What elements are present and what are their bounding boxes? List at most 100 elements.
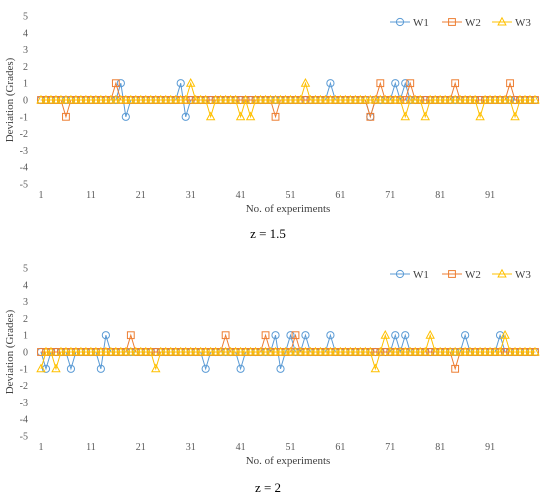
- data-point-w3: [210, 94, 221, 104]
- data-point-w2: [52, 348, 60, 356]
- data-point-w1: [66, 364, 76, 373]
- data-point-w3: [131, 346, 141, 356]
- data-point-w3: [445, 94, 455, 104]
- y-tick-label: 3: [23, 297, 28, 308]
- data-point-w3: [455, 94, 465, 104]
- chart-caption: z = 1.5: [250, 226, 286, 241]
- data-point-w1: [96, 364, 105, 373]
- data-point-w3: [101, 346, 111, 356]
- data-point-w2: [111, 79, 120, 88]
- data-point-w2: [291, 331, 300, 340]
- data-point-w1: [181, 112, 190, 121]
- data-point-w3: [395, 94, 406, 104]
- data-point-w3: [440, 346, 450, 356]
- data-point-w3: [425, 94, 435, 104]
- data-point-w2: [366, 112, 375, 121]
- data-point-w3: [390, 346, 401, 356]
- data-point-w3: [445, 346, 455, 356]
- data-point-w3: [230, 346, 241, 356]
- data-point-w3: [180, 94, 191, 104]
- data-point-w3: [490, 94, 500, 104]
- data-point-w2: [236, 96, 245, 104]
- data-point-w2: [186, 96, 195, 104]
- x-tick-label: 91: [485, 442, 495, 453]
- data-point-w3: [405, 346, 415, 356]
- data-point-w3: [405, 94, 415, 104]
- data-point-w2: [376, 79, 385, 88]
- data-point-w3: [116, 346, 126, 356]
- data-point-w2: [206, 96, 215, 104]
- data-point-w3: [490, 346, 500, 356]
- data-point-w3: [41, 94, 51, 104]
- data-point-w3: [290, 346, 301, 356]
- data-point-w3: [525, 346, 535, 356]
- y-axis-title: Deviation (Grades): [4, 57, 16, 142]
- data-point-w3: [300, 346, 311, 356]
- data-point-w2: [37, 348, 45, 356]
- data-point-w3: [131, 94, 141, 104]
- data-point-w3: [320, 94, 331, 104]
- data-point-w3: [270, 346, 281, 356]
- data-point-w3: [51, 363, 61, 373]
- data-point-w3: [475, 346, 485, 356]
- data-point-w2: [261, 331, 270, 340]
- data-point-w3: [480, 94, 490, 104]
- data-point-w3: [230, 94, 241, 104]
- data-point-w3: [350, 94, 361, 104]
- data-point-w3: [470, 346, 480, 356]
- data-point-w3: [195, 94, 206, 104]
- data-point-w3: [190, 346, 201, 356]
- data-point-w3: [225, 94, 236, 104]
- x-tick-label: 31: [186, 442, 196, 453]
- data-point-w3: [121, 346, 131, 356]
- data-point-w1: [461, 331, 470, 340]
- data-point-w3: [320, 346, 331, 356]
- data-point-w3: [185, 346, 196, 356]
- data-point-w3: [91, 346, 101, 356]
- data-point-w3: [46, 346, 56, 356]
- legend-label-w3: W3: [515, 269, 531, 281]
- data-point-w3: [355, 346, 366, 356]
- data-point-w3: [500, 94, 510, 104]
- data-point-w3: [430, 94, 440, 104]
- data-point-w3: [190, 94, 201, 104]
- data-point-w3: [380, 94, 391, 104]
- data-point-w3: [111, 346, 121, 356]
- data-point-w1: [326, 331, 335, 340]
- data-point-w3: [385, 94, 396, 104]
- y-tick-label: -3: [20, 398, 28, 409]
- x-tick-label: 1: [39, 442, 44, 453]
- data-point-w1: [101, 331, 110, 340]
- data-point-w3: [91, 94, 101, 104]
- data-point-w3: [325, 94, 336, 104]
- data-point-w3: [106, 94, 116, 104]
- data-point-w3: [400, 346, 411, 356]
- data-point-w3: [375, 346, 386, 356]
- data-point-w2: [451, 364, 460, 373]
- data-point-w2: [151, 348, 160, 356]
- data-point-w3: [340, 346, 351, 356]
- data-point-w3: [430, 346, 440, 356]
- data-point-w3: [235, 111, 246, 121]
- legend-label-w2: W2: [465, 17, 481, 29]
- data-point-w3: [61, 346, 71, 356]
- data-point-w3: [510, 111, 520, 121]
- data-point-w3: [350, 346, 361, 356]
- data-point-w3: [520, 94, 530, 104]
- data-point-w3: [325, 346, 336, 356]
- data-point-w3: [410, 94, 420, 104]
- data-point-w3: [355, 94, 366, 104]
- data-point-w1: [301, 331, 310, 340]
- data-point-w3: [285, 346, 296, 356]
- series-w3: [36, 77, 540, 121]
- y-tick-label: 2: [23, 62, 28, 73]
- data-point-w1: [201, 364, 210, 373]
- data-point-w3: [61, 94, 71, 104]
- data-point-w3: [66, 346, 76, 356]
- data-point-w3: [330, 346, 341, 356]
- data-point-w3: [450, 346, 460, 356]
- y-tick-label: 1: [23, 331, 28, 342]
- data-point-w1: [401, 331, 410, 340]
